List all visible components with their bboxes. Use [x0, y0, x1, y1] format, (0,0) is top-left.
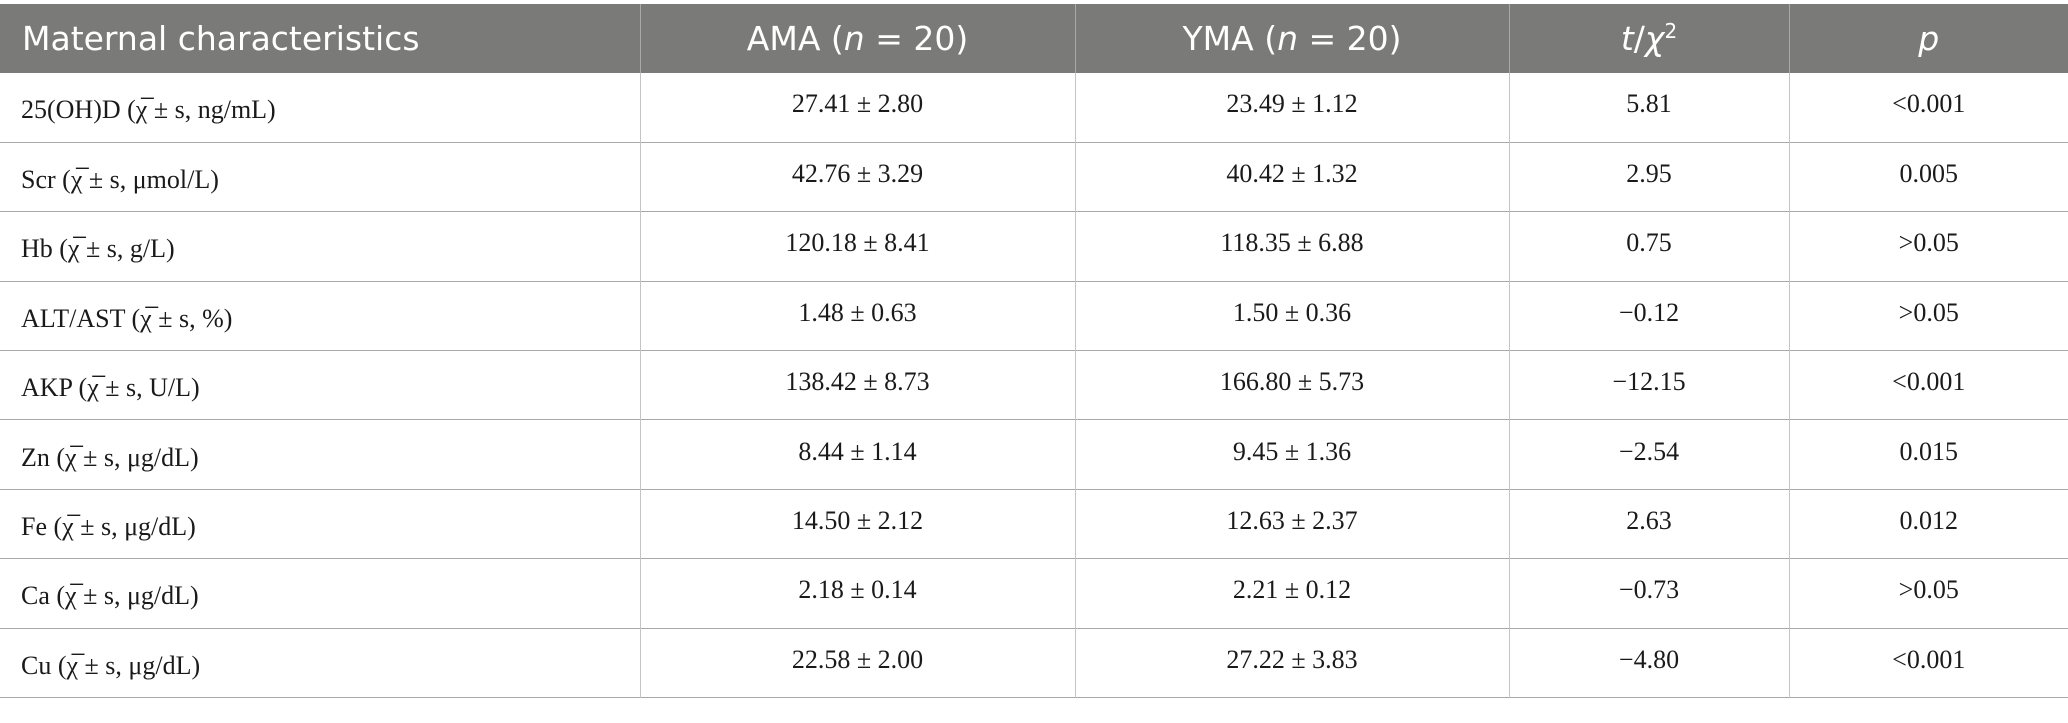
table-body: 25(OH)D (χ̅ ± s, ng/mL) 27.41 ± 2.80 23.… — [0, 73, 2068, 698]
stat-value: −2.54 — [1509, 419, 1790, 490]
yma-value: 1.50 ± 0.36 — [1075, 281, 1510, 351]
row-label: AKP (χ̅ ± s, U/L) — [0, 350, 641, 420]
ama-value: 27.41 ± 2.80 — [640, 73, 1076, 143]
stat-value: 5.81 — [1509, 73, 1790, 143]
table-row: 25(OH)D (χ̅ ± s, ng/mL) 27.41 ± 2.80 23.… — [0, 73, 2068, 143]
row-label: 25(OH)D (χ̅ ± s, ng/mL) — [0, 73, 641, 143]
header-ama: AMA (n = 20) — [640, 4, 1076, 73]
row-label: Cu (χ̅ ± s, μg/dL) — [0, 628, 641, 698]
row-label: Hb (χ̅ ± s, g/L) — [0, 211, 641, 282]
ama-value: 120.18 ± 8.41 — [640, 211, 1076, 282]
table-row: Hb (χ̅ ± s, g/L) 120.18 ± 8.41 118.35 ± … — [0, 211, 2068, 282]
maternal-characteristics-table: Maternal characteristics AMA (n = 20) YM… — [0, 4, 2068, 698]
table-row: Scr (χ̅ ± s, μmol/L) 42.76 ± 3.29 40.42 … — [0, 142, 2068, 212]
header-row: Maternal characteristics AMA (n = 20) YM… — [0, 4, 2068, 73]
yma-value: 27.22 ± 3.83 — [1075, 628, 1510, 698]
table-row: Cu (χ̅ ± s, μg/dL) 22.58 ± 2.00 27.22 ± … — [0, 628, 2068, 698]
p-value: <0.001 — [1892, 644, 1966, 674]
yma-value: 118.35 ± 6.88 — [1075, 211, 1510, 282]
ama-value: 14.50 ± 2.12 — [640, 489, 1076, 559]
stat-value: 0.75 — [1509, 211, 1790, 282]
p-value: 0.005 — [1899, 159, 1959, 189]
table-row: Zn (χ̅ ± s, μg/dL) 8.44 ± 1.14 9.45 ± 1.… — [0, 419, 2068, 490]
ama-value: 22.58 ± 2.00 — [640, 628, 1076, 698]
yma-value: 23.49 ± 1.12 — [1075, 73, 1510, 143]
table-row: ALT/AST (χ̅ ± s, %) 1.48 ± 0.63 1.50 ± 0… — [0, 281, 2068, 351]
p-value: >0.05 — [1898, 297, 1959, 327]
header-t-chi-square: t/χ2 — [1509, 4, 1790, 73]
header-maternal-characteristics: Maternal characteristics — [0, 4, 641, 73]
table-row: Ca (χ̅ ± s, μg/dL) 2.18 ± 0.14 2.21 ± 0.… — [0, 558, 2068, 629]
ama-value: 42.76 ± 3.29 — [640, 142, 1076, 212]
stat-value: 2.95 — [1509, 142, 1790, 212]
stat-value: −0.73 — [1509, 558, 1790, 629]
yma-value: 9.45 ± 1.36 — [1075, 419, 1510, 490]
p-value: <0.001 — [1892, 367, 1966, 397]
yma-value: 166.80 ± 5.73 — [1075, 350, 1510, 420]
yma-value: 12.63 ± 2.37 — [1075, 489, 1510, 559]
header-yma: YMA (n = 20) — [1075, 4, 1510, 73]
yma-value: 40.42 ± 1.32 — [1075, 142, 1510, 212]
stat-value: −4.80 — [1509, 628, 1790, 698]
stat-value: −0.12 — [1509, 281, 1790, 351]
row-label: ALT/AST (χ̅ ± s, %) — [0, 281, 641, 351]
ama-value: 138.42 ± 8.73 — [640, 350, 1076, 420]
characteristics-table-wrapper: Maternal characteristics AMA (n = 20) YM… — [0, 4, 2068, 698]
header-p-value: p — [1918, 19, 1940, 58]
stat-value: −12.15 — [1509, 350, 1790, 420]
row-label: Ca (χ̅ ± s, μg/dL) — [0, 558, 641, 629]
p-value: 0.012 — [1899, 506, 1959, 536]
p-value: >0.05 — [1898, 575, 1959, 605]
ama-value: 8.44 ± 1.14 — [640, 419, 1076, 490]
p-value: <0.001 — [1892, 89, 1966, 119]
row-label: Scr (χ̅ ± s, μmol/L) — [0, 142, 641, 212]
table-header: Maternal characteristics AMA (n = 20) YM… — [0, 4, 2068, 73]
stat-value: 2.63 — [1509, 489, 1790, 559]
row-label: Fe (χ̅ ± s, μg/dL) — [0, 489, 641, 559]
yma-value: 2.21 ± 0.12 — [1075, 558, 1510, 629]
p-value: >0.05 — [1898, 228, 1959, 258]
p-value: 0.015 — [1899, 436, 1959, 466]
ama-value: 1.48 ± 0.63 — [640, 281, 1076, 351]
table-row: Fe (χ̅ ± s, μg/dL) 14.50 ± 2.12 12.63 ± … — [0, 489, 2068, 559]
ama-value: 2.18 ± 0.14 — [640, 558, 1076, 629]
table-row: AKP (χ̅ ± s, U/L) 138.42 ± 8.73 166.80 ±… — [0, 350, 2068, 420]
row-label: Zn (χ̅ ± s, μg/dL) — [0, 419, 641, 490]
